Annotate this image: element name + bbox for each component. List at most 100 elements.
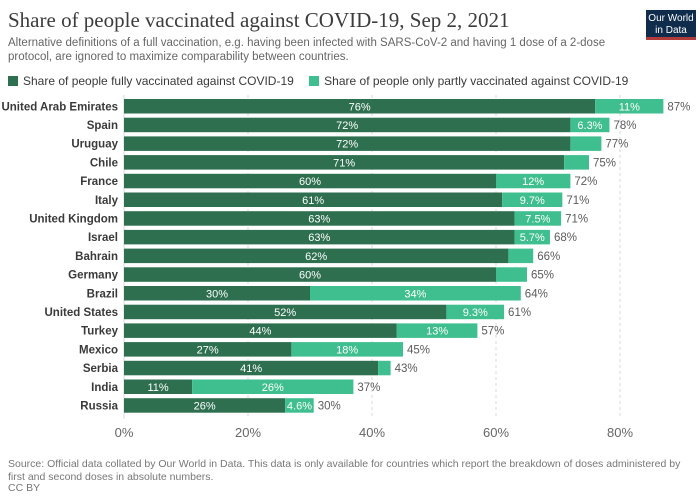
bar-partly-vaccinated <box>570 117 610 133</box>
data-label-fully: 60% <box>299 270 321 282</box>
legend-swatch-partial <box>309 76 320 86</box>
bar-fully-vaccinated <box>124 155 565 170</box>
data-label-fully: 71% <box>333 157 355 169</box>
total-label: 87% <box>667 101 690 113</box>
stacked-bar-chart: 0% 20% 40% 60% 80% United Arab Emirates 76% 11%… <box>1 95 690 440</box>
data-label-fully: 62% <box>305 251 327 263</box>
total-label: 37% <box>357 382 380 394</box>
data-label-partly: 9.3% <box>463 307 488 319</box>
data-label-fully: 30% <box>206 288 228 300</box>
bar-fully-vaccinated <box>124 379 193 394</box>
logo-line-1: Our World <box>648 13 694 24</box>
bar-partly-vaccinated <box>502 192 563 207</box>
data-label-fully: 60% <box>299 176 321 188</box>
bar-partly-vaccinated <box>192 379 354 394</box>
legend-item-full[interactable]: Share of people fully vaccinated against… <box>8 74 294 88</box>
bar-partly-vaccinated <box>508 248 534 264</box>
country-label: United Arab Emirates <box>1 101 118 113</box>
total-label: 61% <box>508 307 531 319</box>
country-label: Chile <box>90 157 118 169</box>
data-label-partly: 34% <box>404 288 426 300</box>
chart-legend: Share of people fully vaccinated against… <box>8 74 640 88</box>
bar-partly-vaccinated <box>514 211 562 226</box>
data-label-partly: 7.5% <box>525 213 550 225</box>
data-label-partly: 12% <box>522 176 544 188</box>
bar-fully-vaccinated <box>124 136 571 151</box>
legend-label-full: Share of people fully vaccinated against… <box>23 74 294 88</box>
x-tick-label: 60% <box>483 425 509 440</box>
bar-fully-vaccinated <box>124 99 596 114</box>
data-label-fully: 52% <box>274 307 296 319</box>
total-label: 65% <box>531 270 554 282</box>
bar-fully-vaccinated <box>124 192 503 207</box>
bar-fully-vaccinated <box>124 360 379 376</box>
data-label-partly: 11% <box>619 101 640 113</box>
data-label-partly: 6.3% <box>577 120 602 132</box>
bar-partly-vaccinated <box>564 155 589 170</box>
country-label: Uruguay <box>71 139 118 151</box>
license-text: CC BY <box>8 482 41 494</box>
logo-line-2: in Data <box>655 25 687 36</box>
total-label: 68% <box>554 232 577 244</box>
bar-partly-vaccinated <box>496 173 571 189</box>
country-label: United Kingdom <box>29 213 118 225</box>
data-label-fully: 61% <box>302 195 324 207</box>
data-label-fully: 76% <box>349 101 371 113</box>
total-label: 71% <box>565 213 588 225</box>
total-label: 64% <box>525 288 548 300</box>
bar-partly-vaccinated <box>446 304 505 320</box>
data-label-fully: 63% <box>308 213 330 225</box>
data-label-partly: 26% <box>262 382 284 394</box>
total-label: 57% <box>481 326 504 338</box>
x-tick-label: 40% <box>359 425 385 440</box>
data-label-partly: 5.7% <box>520 232 545 244</box>
data-label-fully: 27% <box>197 344 219 356</box>
country-label: United States <box>45 307 119 319</box>
bar-fully-vaccinated <box>124 229 515 245</box>
country-label: Israel <box>88 232 118 244</box>
country-label: Turkey <box>81 326 118 338</box>
legend-label-partial: Share of people only partly vaccinated a… <box>324 74 629 88</box>
bar-fully-vaccinated <box>124 117 571 133</box>
bar-fully-vaccinated <box>124 211 515 226</box>
data-label-fully: 72% <box>336 120 358 132</box>
total-label: 77% <box>605 139 628 151</box>
data-label-fully: 63% <box>308 232 330 244</box>
bar-fully-vaccinated <box>124 286 310 301</box>
country-label: Bahrain <box>75 251 118 263</box>
chart-title: Share of people vaccinated against COVID… <box>8 8 510 32</box>
total-label: 43% <box>395 363 418 375</box>
data-label-fully: 41% <box>240 363 262 375</box>
data-label-partly: 4.6% <box>287 400 312 412</box>
bar-fully-vaccinated <box>124 398 286 413</box>
bar-partly-vaccinated <box>514 229 550 245</box>
total-label: 71% <box>566 195 589 207</box>
bar-fully-vaccinated <box>124 173 496 189</box>
country-label: India <box>91 382 118 394</box>
total-label: 30% <box>318 400 341 412</box>
total-label: 72% <box>574 176 597 188</box>
country-label: France <box>80 176 118 188</box>
country-label: Brazil <box>87 288 118 300</box>
owid-logo[interactable]: Our World in Data <box>646 10 696 40</box>
bar-partly-vaccinated <box>396 323 478 338</box>
bar-partly-vaccinated <box>496 267 527 282</box>
data-label-fully: 72% <box>336 139 358 151</box>
country-label: Spain <box>87 120 118 132</box>
legend-item-partial[interactable]: Share of people only partly vaccinated a… <box>309 74 628 88</box>
data-label-partly: 13% <box>426 326 448 338</box>
bar-fully-vaccinated <box>124 323 397 338</box>
legend-swatch-full <box>8 76 18 86</box>
country-label: Italy <box>95 195 119 207</box>
bar-fully-vaccinated <box>124 342 292 357</box>
bar-partly-vaccinated <box>378 360 391 376</box>
chart-subtitle: Alternative definitions of a full vaccin… <box>8 37 606 63</box>
bar-partly-vaccinated <box>570 136 602 151</box>
total-label: 75% <box>593 157 616 169</box>
bar-fully-vaccinated <box>124 304 447 320</box>
data-label-fully: 44% <box>249 326 271 338</box>
country-label: Russia <box>80 400 118 412</box>
data-label-partly: 9.7% <box>520 195 545 207</box>
bar-partly-vaccinated <box>595 99 664 114</box>
x-tick-label: 0% <box>115 425 134 440</box>
